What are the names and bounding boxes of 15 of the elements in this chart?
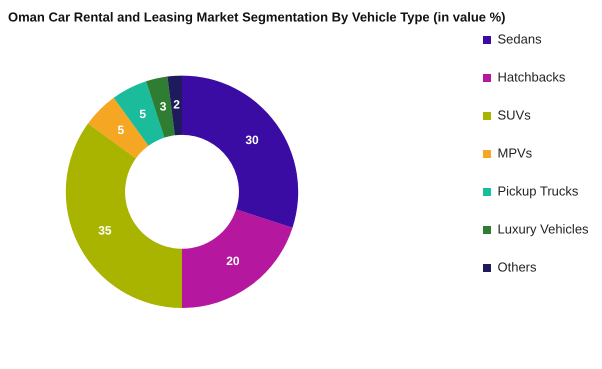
chart-title: Oman Car Rental and Leasing Market Segmentation By Vehicle Type (in value %) (8, 9, 506, 24)
data-label: 3 (160, 100, 167, 114)
data-label: 20 (226, 254, 240, 268)
data-label: 35 (98, 223, 112, 238)
data-label: 5 (117, 122, 124, 137)
data-label: 2 (173, 98, 180, 112)
legend-label: MPVs (498, 146, 533, 161)
legend-label: Pickup Trucks (498, 184, 579, 199)
data-label: 5 (139, 106, 146, 121)
legend-label: Sedans (498, 32, 542, 47)
legend-label: Hatchbacks (498, 70, 566, 85)
data-label: 30 (245, 133, 260, 148)
legend-label: Others (498, 260, 538, 275)
legend-label: SUVs (498, 108, 532, 123)
legend-label: Luxury Vehicles (498, 222, 590, 237)
